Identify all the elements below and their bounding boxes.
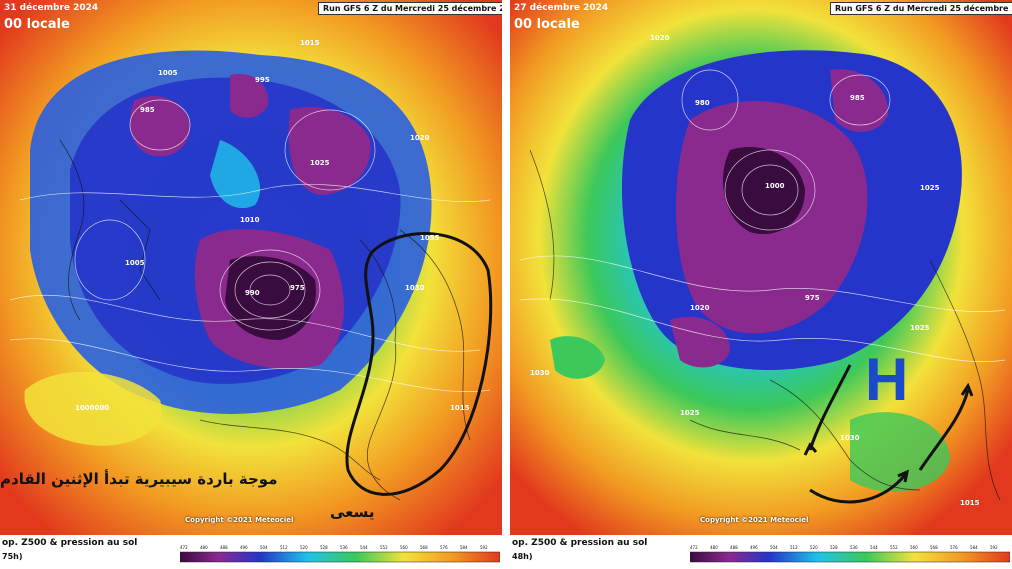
legend-tick-label: 560 bbox=[910, 545, 918, 550]
legend-tick-label: 536 bbox=[340, 545, 348, 550]
date-label: 31 décembre 2024 bbox=[4, 3, 99, 13]
svg-text:985: 985 bbox=[140, 106, 155, 114]
legend-tick-label: 592 bbox=[990, 545, 998, 550]
run-info: Run GFS 6 Z du Mercredi 25 décembre 2024 bbox=[318, 2, 502, 15]
svg-text:1020: 1020 bbox=[690, 304, 710, 312]
svg-text:1005: 1005 bbox=[158, 69, 178, 77]
weather-map-left: 1005 995 985 975 990 1025 1020 1010 1005… bbox=[0, 0, 502, 535]
svg-text:1020: 1020 bbox=[410, 134, 430, 142]
date-label: 27 décembre 2024 bbox=[514, 3, 609, 13]
legend-tick-label: 512 bbox=[280, 545, 288, 550]
arrow-southwest bbox=[808, 364, 852, 451]
legend-tick-label: 576 bbox=[950, 545, 958, 550]
legend-tick-label: 512 bbox=[790, 545, 798, 550]
svg-text:1000000: 1000000 bbox=[75, 404, 109, 412]
svg-text:1010: 1010 bbox=[240, 216, 260, 224]
map-panel-left: 1005 995 985 975 990 1025 1020 1010 1005… bbox=[0, 0, 502, 569]
svg-text:1025: 1025 bbox=[910, 324, 930, 332]
svg-text:1030: 1030 bbox=[405, 284, 425, 292]
legend-tick-label: 504 bbox=[260, 545, 268, 550]
legend-tick-label: 488 bbox=[220, 545, 228, 550]
legend-tick-label: 528 bbox=[830, 545, 838, 550]
legend-tick-label: 576 bbox=[440, 545, 448, 550]
svg-text:1025: 1025 bbox=[920, 184, 940, 192]
arrow-east bbox=[809, 474, 907, 504]
legend-tick-label: 592 bbox=[480, 545, 488, 550]
legend-tick-label: 568 bbox=[930, 545, 938, 550]
svg-text:1015: 1015 bbox=[960, 499, 980, 507]
legend-tick-label: 584 bbox=[970, 545, 978, 550]
copyright: Copyright ©2021 Meteociel bbox=[700, 516, 809, 524]
svg-text:1025: 1025 bbox=[680, 409, 700, 417]
highlight-loop bbox=[345, 232, 493, 496]
legend-tick-label: 472 bbox=[180, 545, 188, 550]
panel-divider bbox=[502, 0, 510, 569]
hour-label: 00 locale bbox=[514, 17, 580, 32]
footer-sub: 48h) bbox=[512, 552, 533, 561]
hour-label: 00 locale bbox=[4, 17, 70, 32]
svg-text:1030: 1030 bbox=[840, 434, 860, 442]
legend-tick-label: 552 bbox=[890, 545, 898, 550]
legend-tick-label: 488 bbox=[730, 545, 738, 550]
arabic-caption-secondary: يسعى bbox=[330, 503, 375, 521]
svg-text:980: 980 bbox=[695, 99, 710, 107]
svg-text:1020: 1020 bbox=[650, 34, 670, 42]
legend-tick-label: 584 bbox=[460, 545, 468, 550]
legend-tick-label: 496 bbox=[750, 545, 758, 550]
legend-tick-label: 520 bbox=[810, 545, 818, 550]
copyright: Copyright ©2021 Meteociel bbox=[185, 516, 294, 524]
svg-text:1000: 1000 bbox=[765, 182, 785, 190]
svg-text:1015: 1015 bbox=[450, 404, 470, 412]
footer: op. Z500 & pression au sol 48h) 472 480 48… bbox=[510, 535, 1012, 569]
arrow-northeast bbox=[918, 389, 970, 471]
footer-title: op. Z500 & pression au sol bbox=[512, 538, 648, 548]
legend-tick-label: 520 bbox=[300, 545, 308, 550]
legend-tick-label: 480 bbox=[710, 545, 718, 550]
run-info: Run GFS 6 Z du Mercredi 25 décembre 2024 bbox=[830, 2, 1012, 15]
footer: op. Z500 & pression au sol 75h) 472 480 48… bbox=[0, 535, 502, 569]
footer-title: op. Z500 & pression au sol bbox=[2, 538, 138, 548]
high-pressure-marker: H bbox=[865, 346, 909, 413]
legend-tick-label: 544 bbox=[870, 545, 878, 550]
map-panel-right: 980 1000 985 1025 1020 975 1025 1025 103… bbox=[510, 0, 1012, 569]
svg-text:995: 995 bbox=[255, 76, 270, 84]
footer-sub: 75h) bbox=[2, 552, 23, 561]
legend-tick-label: 472 bbox=[690, 545, 698, 550]
arabic-caption: موجة باردة سيبيرية تبدأ الإثنين القادم bbox=[0, 470, 278, 488]
color-legend: 472 480 488 496 504 512 520 528 536 544 552 560 568 5… bbox=[180, 545, 500, 563]
svg-text:975: 975 bbox=[805, 294, 820, 302]
svg-text:985: 985 bbox=[850, 94, 865, 102]
legend-tick-label: 496 bbox=[240, 545, 248, 550]
legend-tick-label: 560 bbox=[400, 545, 408, 550]
legend-tick-label: 536 bbox=[850, 545, 858, 550]
svg-text:990: 990 bbox=[245, 289, 260, 297]
color-legend: 472 480 488 496 504 512 520 528 536 544 552 560 568 5… bbox=[690, 545, 1010, 563]
svg-text:1055: 1055 bbox=[420, 234, 440, 242]
legend-tick-label: 552 bbox=[380, 545, 388, 550]
legend-tick-label: 480 bbox=[200, 545, 208, 550]
legend-tick-label: 568 bbox=[420, 545, 428, 550]
svg-text:1025: 1025 bbox=[310, 159, 330, 167]
legend-tick-label: 528 bbox=[320, 545, 328, 550]
legend-tick-label: 504 bbox=[770, 545, 778, 550]
svg-text:975: 975 bbox=[290, 284, 305, 292]
svg-text:1005: 1005 bbox=[125, 259, 145, 267]
weather-map-right: 980 1000 985 1025 1020 975 1025 1025 103… bbox=[510, 0, 1012, 535]
svg-text:1030: 1030 bbox=[530, 369, 550, 377]
legend-tick-label: 544 bbox=[360, 545, 368, 550]
svg-text:1015: 1015 bbox=[300, 39, 320, 47]
